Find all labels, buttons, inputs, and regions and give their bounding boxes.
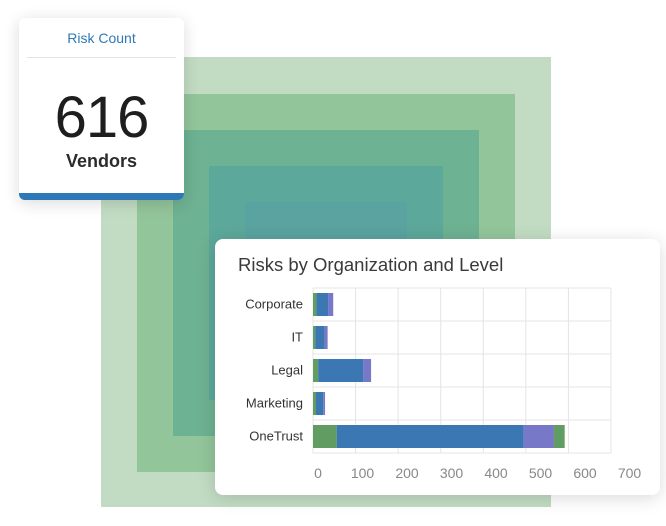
category-label: OneTrust	[249, 429, 303, 444]
chart-title: Risks by Organization and Level	[238, 254, 504, 275]
bar-segment	[313, 293, 317, 316]
bar-segment	[313, 392, 317, 415]
bar-segment	[313, 326, 316, 349]
bar-segment	[553, 425, 565, 448]
risk-count-card: Risk Count 616 Vendors	[19, 18, 184, 200]
category-label: Corporate	[245, 297, 303, 312]
bar-segment	[316, 392, 324, 415]
category-label: Marketing	[246, 396, 303, 411]
risk-count-value: 616	[54, 85, 150, 150]
category-label: Legal	[271, 363, 303, 378]
card-accent-bar	[19, 193, 184, 200]
risk-count-subtitle: Vendors	[65, 151, 138, 171]
bar-segment	[324, 326, 328, 349]
x-tick-label: 400	[484, 465, 508, 481]
bar-segment	[318, 359, 364, 382]
bar-segment	[316, 293, 329, 316]
bar-segment	[323, 392, 326, 415]
bar-segment	[336, 425, 524, 448]
bar-segment	[315, 326, 325, 349]
x-tick-label: 200	[395, 465, 419, 481]
risk-count-title: Risk Count	[67, 30, 136, 46]
x-tick-label: 700	[618, 465, 642, 481]
bar-segment	[523, 425, 554, 448]
x-tick-label: 300	[440, 465, 464, 481]
risks-chart-card: Risks by Organization and Level Corporat…	[215, 239, 660, 495]
category-label: IT	[291, 330, 303, 345]
risks-bar-chart: Corporate IT Legal Marketing OneTrust 0 100 200…	[245, 287, 642, 481]
x-tick-label: 100	[351, 465, 375, 481]
bar-segment	[328, 293, 334, 316]
bar-segment	[363, 359, 372, 382]
x-tick-label: 0	[314, 465, 322, 481]
bar-segment	[313, 359, 319, 382]
x-tick-label: 500	[529, 465, 553, 481]
card-divider	[27, 57, 176, 58]
bar-segment	[313, 425, 337, 448]
x-tick-label: 600	[573, 465, 597, 481]
